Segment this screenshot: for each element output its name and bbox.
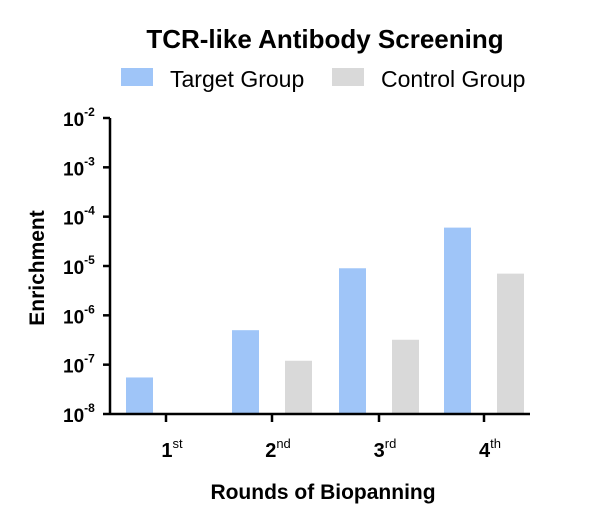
bar-target-4: [444, 227, 471, 414]
chart-title: TCR-like Antibody Screening: [146, 24, 503, 54]
y-tick-label: 10-7: [63, 352, 95, 378]
bar-target-1: [126, 377, 153, 414]
legend-swatch-target: [121, 68, 153, 86]
x-axis-label: Rounds of Biopanning: [210, 481, 435, 504]
y-axis-ticks: 10-2 10-3 10-4 10-5 10-6 10-7 10-8: [63, 105, 110, 427]
legend: Target Group Control Group: [121, 66, 525, 92]
y-tick-label: 10-2: [63, 105, 95, 131]
legend-swatch-control: [332, 68, 364, 86]
bars-group: [126, 227, 524, 414]
legend-label-control: Control Group: [381, 66, 525, 92]
x-tick-label: 4th: [479, 436, 501, 462]
y-axis-label: Enrichment: [26, 210, 49, 326]
bar-control-3: [392, 339, 419, 414]
y-tick-label: 10-4: [63, 204, 95, 230]
x-tick-label: 2nd: [265, 436, 291, 462]
bar-target-3: [339, 268, 366, 414]
x-tick-label: 1st: [161, 436, 183, 462]
y-tick-label: 10-5: [63, 253, 95, 279]
x-axis-ticks: 1st 2nd 3rd 4th: [161, 414, 501, 462]
legend-label-target: Target Group: [170, 66, 304, 92]
bar-target-2: [232, 330, 259, 414]
bar-control-2: [285, 360, 312, 414]
y-tick-label: 10-6: [63, 302, 95, 328]
y-tick-label: 10-8: [63, 401, 95, 427]
y-tick-label: 10-3: [63, 154, 95, 180]
bar-control-4: [497, 273, 524, 414]
x-tick-label: 3rd: [374, 436, 397, 462]
